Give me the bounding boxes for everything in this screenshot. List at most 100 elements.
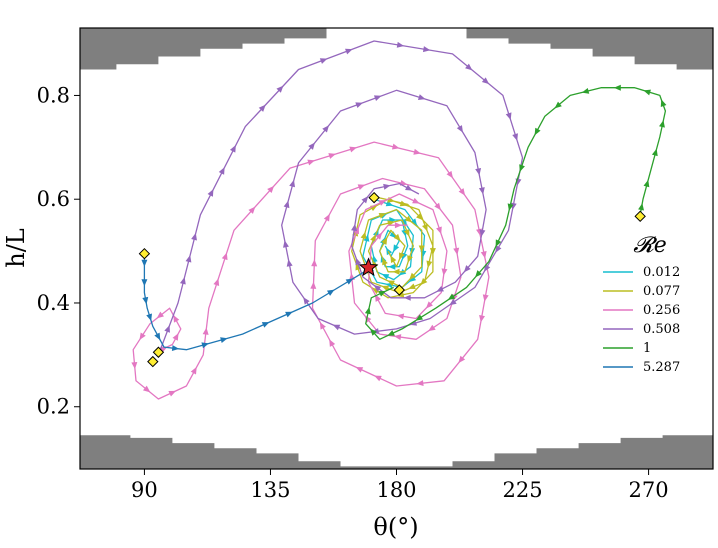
direction-arrow [191, 232, 197, 241]
legend-label-0.508: 0.508 [643, 322, 680, 337]
y-tick-label: 0.8 [37, 83, 70, 107]
direction-arrow [403, 294, 411, 301]
direction-arrow [173, 314, 180, 323]
direction-arrow [410, 218, 418, 226]
direction-arrow [363, 234, 370, 242]
direction-arrow [413, 148, 421, 155]
direction-arrow [422, 46, 431, 53]
series-5.287 [141, 253, 369, 352]
direction-arrow [416, 380, 424, 387]
bottom-boundary-region [80, 435, 713, 469]
direction-arrow [399, 200, 408, 207]
direction-arrow [382, 257, 388, 266]
direction-arrow [326, 289, 335, 296]
boundary-regions [80, 28, 713, 469]
direction-arrow [404, 215, 413, 223]
direction-arrow [345, 278, 354, 285]
direction-arrow [355, 102, 363, 108]
legend-label-0.012: 0.012 [643, 265, 680, 280]
direction-arrow [373, 285, 382, 292]
direction-arrow [322, 125, 330, 133]
legend-label-0.077: 0.077 [643, 284, 680, 299]
direction-arrow [154, 332, 161, 341]
direction-arrow [349, 146, 357, 153]
direction-arrow [381, 274, 390, 280]
direction-arrow [139, 332, 146, 341]
legend-label-1: 1 [643, 341, 651, 356]
x-axis-label: θ(°) [373, 513, 418, 541]
direction-arrow [285, 311, 293, 318]
direction-arrow [456, 125, 463, 133]
direction-arrow [370, 234, 376, 243]
series-line-1 [365, 87, 667, 340]
direction-arrow [329, 339, 336, 347]
y-tick-label: 0.6 [37, 187, 70, 211]
direction-arrow [303, 297, 310, 305]
direction-arrow [393, 233, 401, 242]
direction-arrow [258, 104, 266, 112]
x-tick-label: 270 [629, 478, 669, 502]
direction-arrow [213, 278, 220, 286]
top-boundary-region [80, 28, 713, 70]
direction-arrow [381, 237, 388, 245]
start-point-marker [368, 191, 380, 204]
direction-arrow [458, 188, 466, 196]
direction-arrow [482, 294, 489, 302]
start-point-marker [152, 346, 165, 358]
direction-arrow [613, 84, 621, 91]
direction-arrow [351, 223, 358, 232]
direction-arrow [156, 311, 165, 319]
series-0.508 [157, 40, 524, 356]
direction-arrow [441, 268, 448, 276]
y-axis-label: h/L [2, 228, 30, 268]
direction-arrow [453, 247, 460, 256]
direction-arrow [221, 252, 228, 261]
direction-arrow [323, 213, 330, 222]
direction-arrow [286, 259, 293, 267]
direction-arrow [436, 285, 444, 292]
direction-arrow [428, 324, 436, 332]
series-layer [131, 40, 667, 400]
direction-arrow [283, 200, 290, 209]
direction-arrow [172, 333, 179, 341]
direction-arrow [378, 290, 387, 297]
series-0.256 [131, 141, 490, 400]
direction-arrow [393, 334, 402, 341]
direction-arrow [643, 89, 651, 96]
direction-arrow [391, 143, 400, 150]
direction-arrow [142, 385, 151, 393]
direction-arrow [659, 120, 665, 128]
direction-arrow [261, 322, 270, 328]
direction-arrow [447, 293, 456, 301]
direction-arrow [386, 247, 393, 256]
direction-arrow [643, 179, 650, 188]
direction-arrow [387, 280, 395, 287]
axis-ticks: 90 135 180 225 270 0.2 0.4 0.6 0.8 [37, 83, 669, 502]
direction-arrow [407, 255, 413, 263]
direction-arrow [310, 281, 317, 289]
direction-arrow [396, 291, 405, 298]
direction-arrow [495, 239, 502, 247]
direction-arrow [405, 184, 413, 191]
direction-arrow [396, 313, 405, 320]
start-point-marker [147, 355, 159, 368]
direction-arrow [374, 294, 381, 302]
direction-arrow [475, 167, 482, 176]
direction-arrow [392, 268, 400, 275]
series-line-0.256 [132, 141, 490, 400]
series-1 [364, 84, 667, 340]
direction-arrow [201, 342, 209, 349]
direction-arrow [651, 148, 658, 157]
equilibrium-star-marker [358, 257, 379, 277]
start-point-marker [393, 284, 406, 296]
direction-arrow [412, 197, 420, 204]
direction-arrow [168, 390, 177, 397]
direction-arrow [408, 283, 416, 290]
start-point-marker [634, 210, 646, 223]
direction-arrow [581, 87, 590, 94]
direction-arrow [378, 200, 387, 206]
series-line-0.508 [157, 40, 524, 356]
direction-arrow [660, 99, 667, 108]
x-tick-label: 135 [250, 478, 290, 502]
